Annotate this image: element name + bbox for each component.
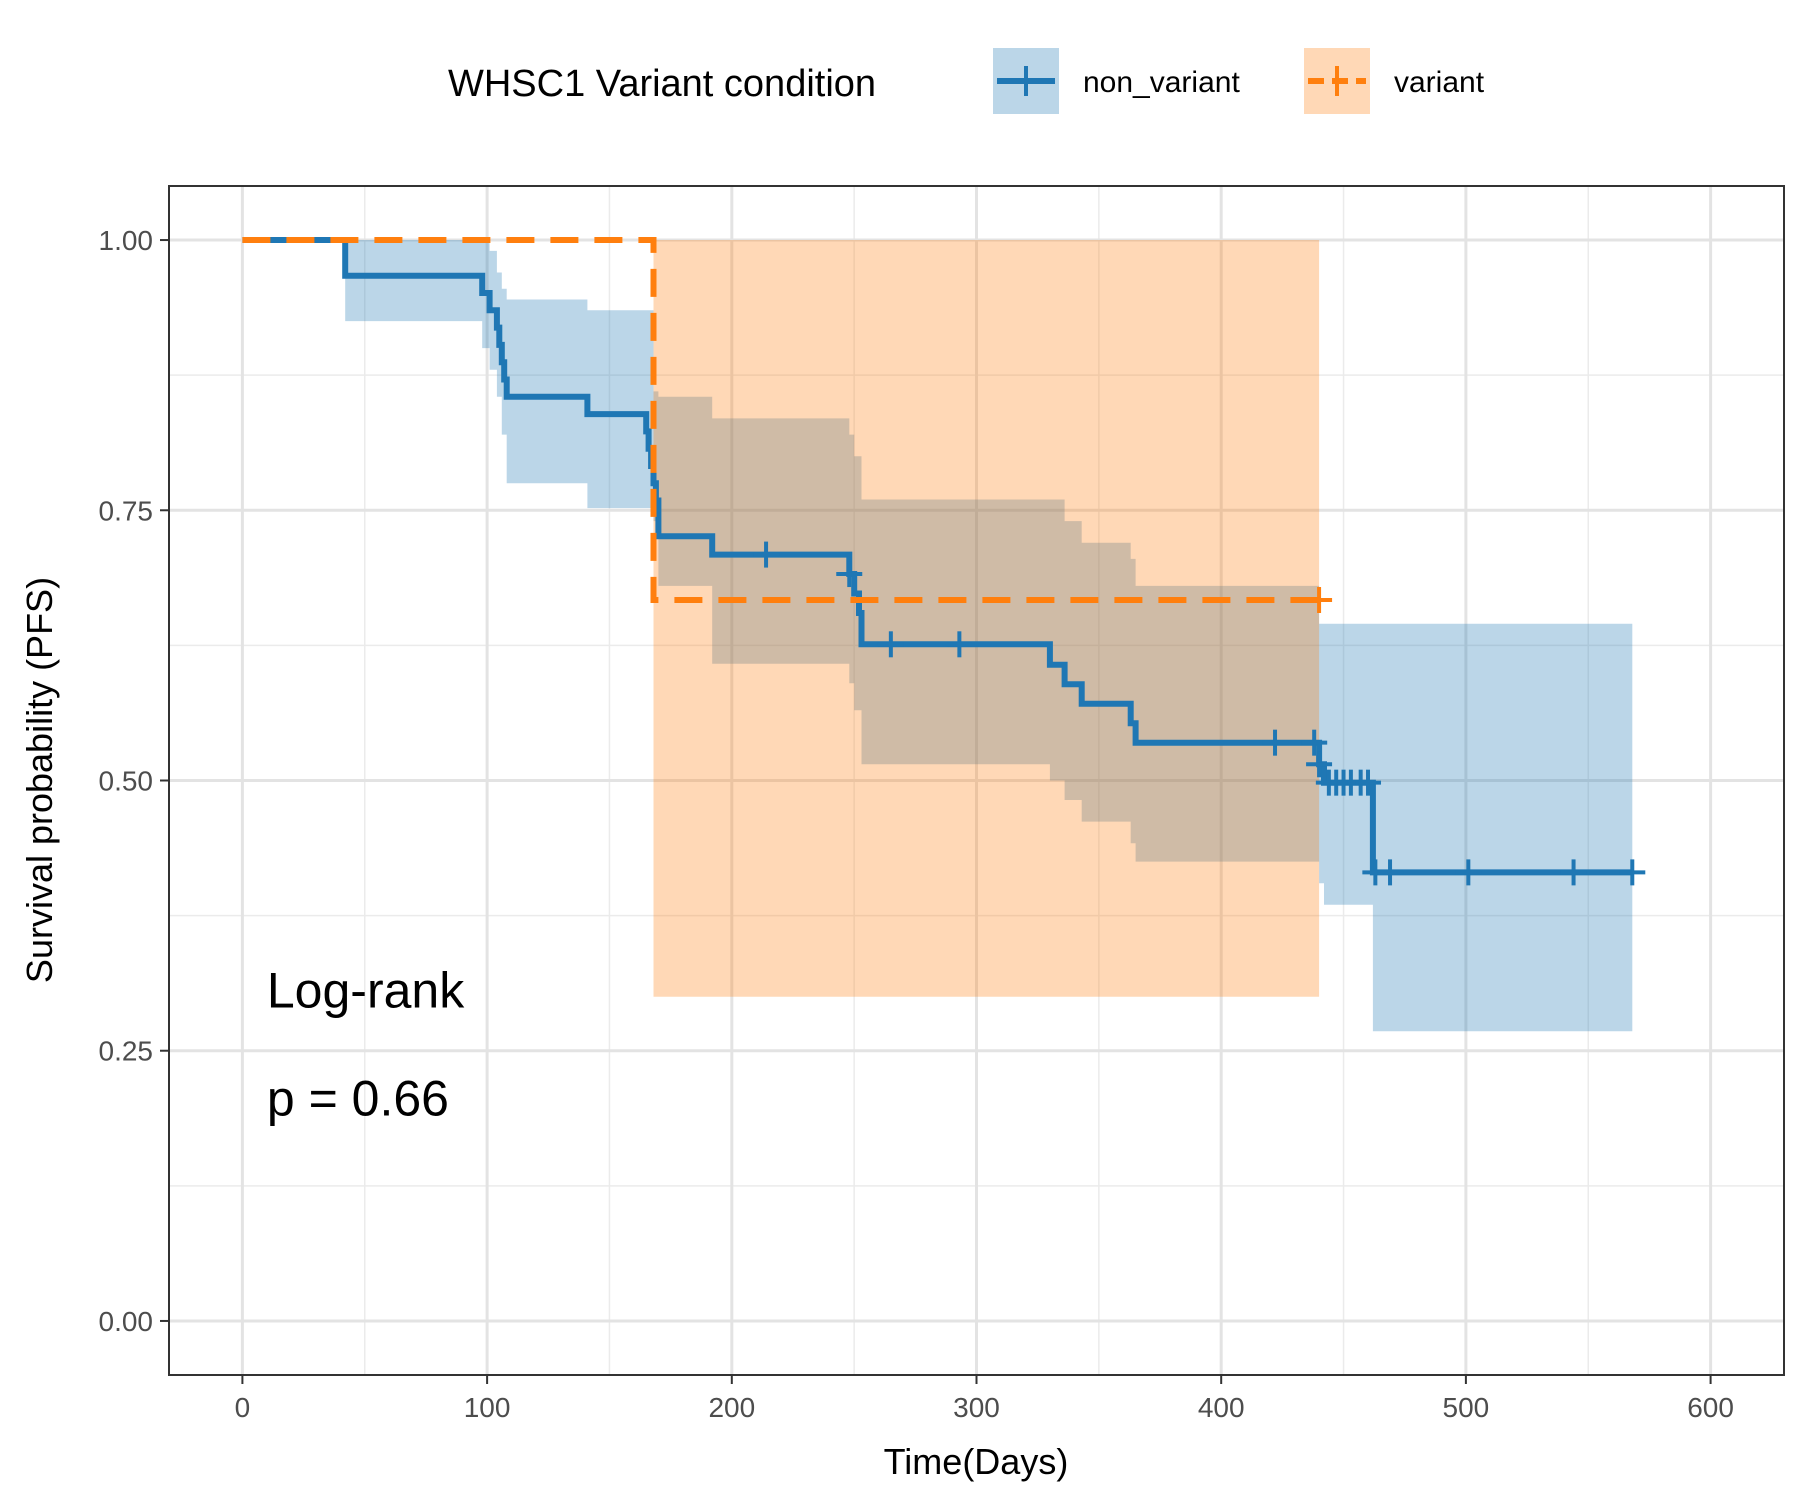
annotations: Log-rank p = 0.66 [267,962,465,1126]
y-axis-title: Survival probability (PFS) [19,577,60,983]
curve-variant [242,237,1320,603]
annotation-test-name: Log-rank [267,962,465,1018]
legend: WHSC1 Variant condition non_variant vari… [448,48,1485,114]
x-axis-title: Time(Days) [884,1441,1069,1482]
legend-label-non-variant: non_variant [1083,66,1240,99]
y-tick-label: 1.00 [99,225,154,256]
censor-mark-non-variant [1619,859,1646,886]
confidence-bands [242,240,1633,1032]
axes: 0 100 200 300 400 500 600 0.00 0.25 0.50 0.75 1.00 [99,225,1734,1423]
censor-mark-non-variant [877,631,904,658]
ci-band-variant [653,240,1320,997]
censor-mark-non-variant [1301,729,1328,756]
x-tick-label: 300 [953,1392,1000,1423]
y-tick-label: 0.25 [99,1036,154,1067]
censor-mark-non-variant [1262,729,1289,756]
censor-mark-non-variant [1560,859,1587,886]
censor-mark-variant [1306,586,1333,613]
censor-mark-non-variant [946,631,973,658]
censor-marks [753,541,1646,886]
y-tick-label: 0.75 [99,495,154,526]
censor-mark-non-variant [1455,859,1482,886]
censor-mark-non-variant [1377,859,1404,886]
x-tick-label: 500 [1443,1392,1490,1423]
censor-mark-non-variant [836,561,863,588]
x-tick-label: 100 [464,1392,511,1423]
ci-band-non-variant [242,240,1633,1032]
x-tick-label: 600 [1687,1392,1734,1423]
censor-mark-non-variant [1306,751,1333,778]
y-tick-label: 0.50 [99,766,154,797]
censor-mark-non-variant [753,541,780,568]
legend-label-variant: variant [1394,66,1485,99]
y-tick-label: 0.00 [99,1306,154,1337]
legend-title: WHSC1 Variant condition [448,63,876,105]
annotation-p-value: p = 0.66 [267,1071,449,1127]
survival-curves [242,237,1633,876]
curve-non-variant [242,237,1633,876]
x-tick-label: 0 [235,1392,251,1423]
x-tick-label: 200 [708,1392,755,1423]
censor-mark-non-variant [1355,769,1382,796]
x-tick-label: 400 [1198,1392,1245,1423]
